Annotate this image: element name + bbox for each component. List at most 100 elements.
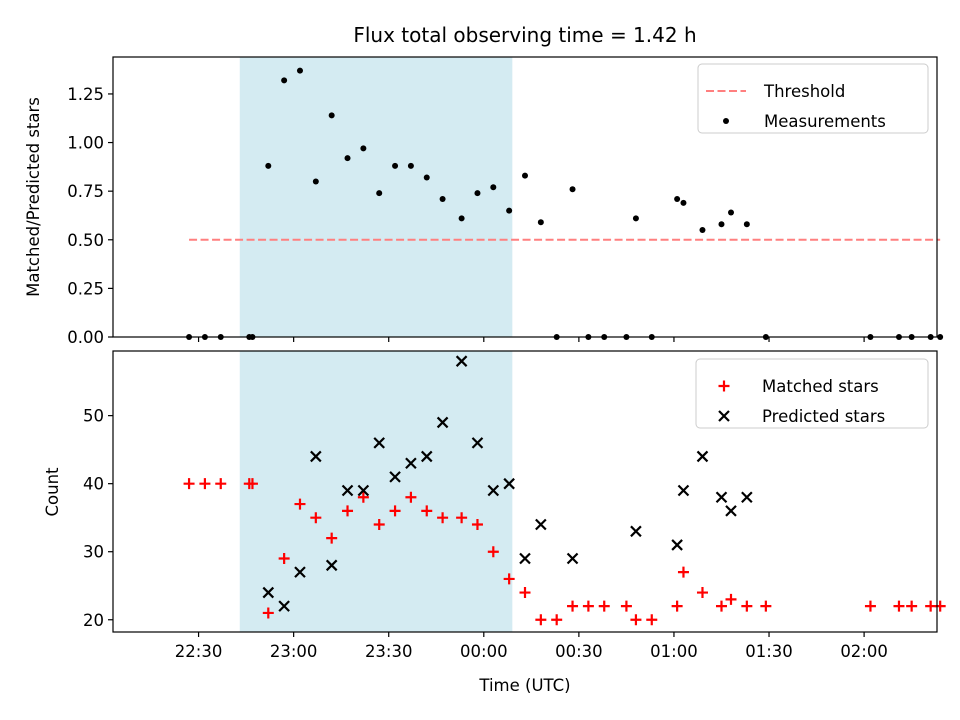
predicted-star-point bbox=[503, 477, 515, 490]
matched-star-point bbox=[342, 505, 354, 517]
predicted-star-point bbox=[696, 450, 709, 463]
measurement-point bbox=[937, 334, 944, 340]
top-legend-label: Threshold bbox=[763, 82, 845, 101]
matched-star-point bbox=[487, 546, 499, 558]
predicted-star-point bbox=[671, 539, 683, 551]
measurement-point bbox=[522, 172, 528, 179]
matched-star-point bbox=[294, 498, 306, 510]
bottom-axes-layer: 20 30 40 50 22:30 23:00 23:30 00:00 00:30 01:00 01… bbox=[83, 350, 938, 661]
bottom-legend-box bbox=[695, 358, 929, 429]
measurement-point bbox=[281, 77, 288, 84]
bottom-y-axis-label: Count bbox=[43, 467, 62, 517]
matched-star-point bbox=[582, 600, 594, 612]
matched-star-point bbox=[519, 587, 531, 599]
measurement-point bbox=[718, 221, 725, 228]
chart-title: Flux total observing time = 1.42 h bbox=[353, 23, 696, 47]
measurement-point bbox=[699, 227, 706, 234]
predicted-star-point bbox=[487, 484, 500, 497]
predicted-star-point bbox=[389, 471, 401, 483]
top-panel: 0.00 0.25 0.50 0.75 1.00 1.25 Matched/Predict… bbox=[24, 56, 944, 347]
predicted-star-point bbox=[436, 416, 449, 429]
measurement-point bbox=[680, 199, 687, 206]
matched-star-point bbox=[471, 518, 483, 530]
top-y-tick-label: 0.75 bbox=[67, 182, 104, 201]
predicted-star-point bbox=[420, 450, 433, 463]
predicted-star-point bbox=[715, 491, 728, 504]
bottom-axes-frame bbox=[112, 350, 938, 633]
top-y-tick-label: 1.25 bbox=[67, 85, 104, 104]
predicted-star-point bbox=[341, 484, 354, 497]
matched-star-point bbox=[503, 573, 515, 585]
legend-measurement-swatch bbox=[723, 118, 729, 124]
measurement-point bbox=[743, 221, 750, 228]
top-y-tick-label: 1.00 bbox=[67, 134, 104, 153]
matched-star-point bbox=[535, 614, 547, 626]
matched-star-point bbox=[671, 600, 683, 612]
measurement-point bbox=[344, 155, 351, 162]
predicted-star-point bbox=[373, 437, 385, 449]
matched-star-point bbox=[646, 614, 658, 626]
measurement-point bbox=[674, 195, 681, 202]
top-y-tick-label: 0.50 bbox=[67, 231, 104, 250]
matched-star-point bbox=[262, 607, 274, 619]
matched-star-point bbox=[389, 505, 401, 517]
matched-star-point bbox=[456, 512, 468, 524]
matched-star-point bbox=[326, 532, 338, 544]
matched-star-point bbox=[677, 566, 689, 578]
matched-star-point bbox=[620, 600, 632, 612]
matched-star-point bbox=[357, 491, 369, 503]
matched-star-point bbox=[925, 600, 937, 612]
legend-predicted-swatch bbox=[718, 410, 730, 422]
matched-star-point bbox=[906, 600, 918, 612]
top-axes-layer: 0.00 0.25 0.50 0.75 1.00 1.25 bbox=[67, 56, 938, 347]
measurement-point bbox=[474, 190, 481, 197]
top-y-axis-label: Matched/Predicted stars bbox=[24, 97, 43, 297]
measurement-point bbox=[392, 162, 399, 169]
top-legend-label: Measurements bbox=[764, 112, 886, 131]
matched-star-point bbox=[405, 491, 417, 503]
measurement-point bbox=[328, 112, 335, 119]
measurement-point bbox=[728, 209, 734, 216]
top-axes-frame bbox=[112, 56, 938, 338]
measurement-point bbox=[423, 174, 430, 181]
matched-star-point bbox=[630, 614, 642, 626]
matched-star-point bbox=[864, 600, 876, 612]
x-axis-label: Time (UTC) bbox=[478, 676, 570, 695]
measurement-point bbox=[537, 219, 544, 226]
bottom-legend: Matched stars Predicted stars bbox=[695, 358, 929, 429]
matched-star-point bbox=[215, 478, 227, 490]
matched-star-point bbox=[567, 600, 579, 612]
bottom-legend-label: Matched stars bbox=[762, 377, 879, 396]
bottom-series-layer bbox=[183, 355, 946, 626]
bottom-y-tick-label: 50 bbox=[83, 407, 104, 426]
matched-star-point bbox=[421, 505, 433, 517]
measurement-point bbox=[569, 186, 576, 193]
measurement-point bbox=[458, 215, 465, 222]
top-y-tick-label: 0.25 bbox=[67, 279, 104, 298]
measurement-point bbox=[312, 178, 319, 185]
top-shade-layer bbox=[239, 57, 513, 337]
predicted-star-point bbox=[262, 586, 275, 599]
matched-star-point bbox=[183, 478, 195, 490]
predicted-star-point bbox=[677, 484, 690, 497]
matched-star-point bbox=[278, 553, 290, 565]
bottom-y-tick-label: 30 bbox=[83, 543, 104, 562]
matched-star-point bbox=[310, 512, 322, 524]
measurement-point bbox=[632, 215, 639, 222]
bottom-x-tick-label: 00:00 bbox=[460, 642, 508, 661]
bottom-y-tick-label: 40 bbox=[83, 475, 104, 494]
predicted-star-point bbox=[278, 600, 290, 612]
predicted-star-point bbox=[310, 450, 322, 463]
matched-star-point bbox=[715, 600, 727, 612]
predicted-star-point bbox=[566, 552, 579, 565]
measurement-point bbox=[407, 162, 414, 169]
bottom-x-tick-label: 01:30 bbox=[745, 642, 793, 661]
measurement-point bbox=[376, 190, 383, 197]
bottom-legend-label: Predicted stars bbox=[762, 407, 885, 426]
matched-star-point bbox=[934, 600, 946, 612]
predicted-star-point bbox=[519, 552, 531, 565]
predicted-star-point bbox=[535, 518, 547, 531]
bottom-x-tick-label: 02:00 bbox=[840, 642, 888, 661]
matched-star-point bbox=[373, 518, 385, 530]
